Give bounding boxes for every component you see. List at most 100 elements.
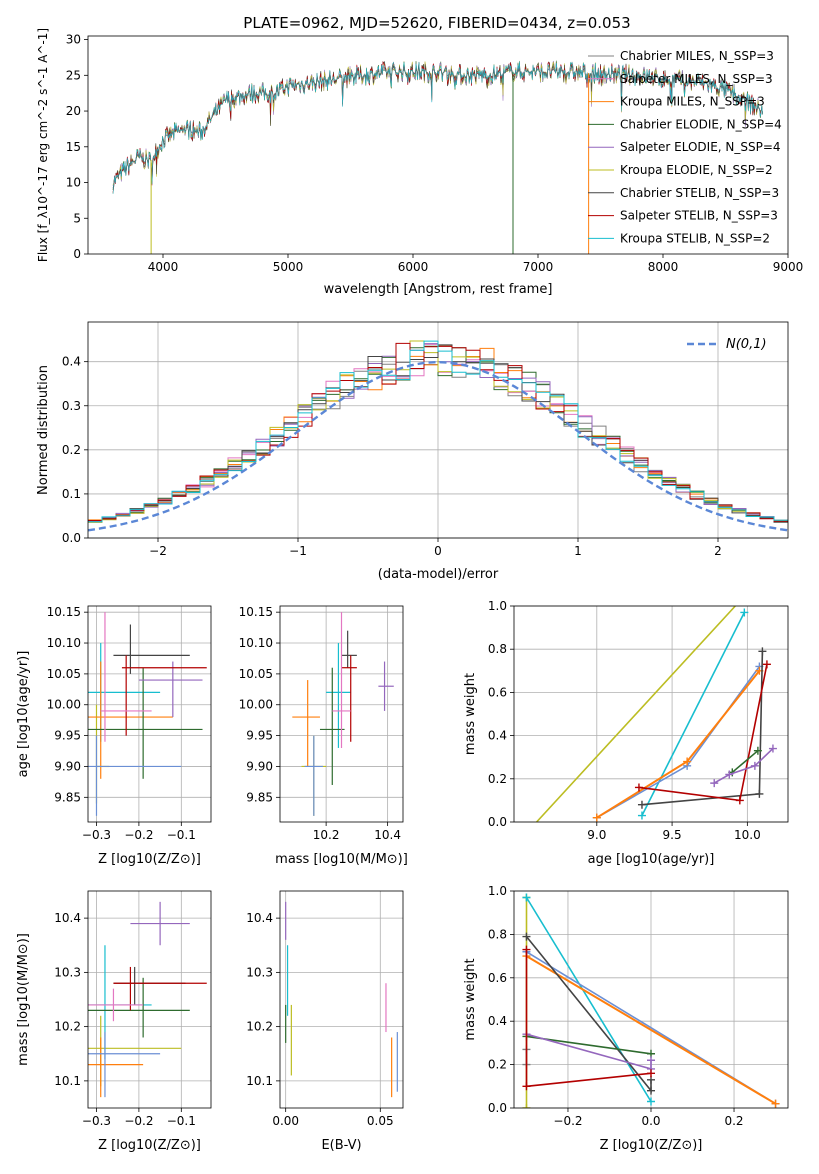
plot-frame [87, 890, 212, 1109]
marker [522, 893, 531, 902]
y-tick-label: 9.95 [246, 729, 273, 743]
mass-weight-line [536, 606, 736, 822]
error-bars [88, 901, 207, 1098]
grid-lines [88, 891, 211, 1108]
y-tick-label: 10.00 [239, 698, 273, 712]
x-tick-label: 0.0 [641, 1114, 660, 1128]
y-tick-label: 1.0 [488, 884, 507, 898]
x-tick-label: 9.0 [587, 828, 606, 842]
y-tick-label: 0.6 [488, 685, 507, 699]
y-tick-label: 10 [66, 176, 81, 190]
y-tick-label: 10.1 [246, 1074, 273, 1088]
marker [592, 813, 601, 822]
spectrum-line-8 [112, 61, 763, 194]
marker [647, 1069, 655, 1078]
spectrum-y-label: Flux [f_λ10^-17 erg cm^-2 s^-1 A^-1] [36, 28, 50, 262]
marker [683, 757, 692, 766]
y-tick-label: 0.2 [488, 772, 507, 786]
y-tick-label: 0.8 [488, 642, 507, 656]
grid-lines [280, 891, 403, 1108]
x-tick-label: 0.00 [272, 1114, 299, 1128]
legend-label: Chabrier ELODIE, N_SSP=4 [620, 117, 782, 131]
y-tick-label: 9.85 [246, 790, 273, 804]
histogram-8 [88, 340, 788, 523]
x-tick-label: −2 [149, 544, 167, 558]
marker [634, 783, 643, 792]
x-tick-label: 9.5 [663, 828, 682, 842]
spectrum-x-label: wavelength [Angstrom, rest frame] [324, 282, 553, 297]
x-tick-label: 10.4 [374, 828, 401, 842]
x-tick-label: 1 [574, 544, 582, 558]
x-tick-label: 7000 [523, 260, 554, 274]
legend-label: Kroupa MILES, N_SSP=3 [620, 95, 765, 109]
x-tick-label: −0.2 [124, 1114, 153, 1128]
marker [740, 608, 749, 617]
legend-label: Chabrier STELIB, N_SSP=3 [620, 186, 779, 200]
y-tick-label: 10.05 [239, 667, 273, 681]
y-tick-label: 5 [73, 211, 81, 225]
x-tick-label: 4000 [148, 260, 179, 274]
y-tick-label: 9.85 [54, 790, 81, 804]
y-tick-label: 10.05 [47, 667, 81, 681]
marker [637, 800, 646, 809]
y-tick-label: 0.0 [62, 531, 81, 545]
legend-label-normal: N(0,1) [726, 337, 767, 352]
plot-frame [279, 890, 404, 1109]
marker [637, 811, 646, 820]
x-tick-label: 2 [714, 544, 722, 558]
plot-frame [513, 605, 789, 823]
y-tick-label: 10.3 [246, 965, 273, 979]
y-tick-label: 10.2 [54, 1020, 81, 1034]
histograms [88, 340, 788, 523]
y-label: age [log10(age/yr)] [16, 651, 31, 778]
marker [725, 770, 734, 779]
spectrum-panel: 4000 5000 6000 7000 8000 9000 0 5 10 15 20 25 30 wave… [36, 28, 803, 297]
y-tick-label: 10.15 [239, 605, 273, 619]
y-tick-label: 0.4 [488, 729, 507, 743]
x-tick-label: −0.2 [553, 1114, 582, 1128]
marker [710, 779, 719, 788]
y-tick-label: 1.0 [488, 599, 507, 613]
y-tick-label: 10.1 [54, 1074, 81, 1088]
legend-label: Salpeter ELODIE, N_SSP=4 [620, 140, 781, 154]
legend-label: Kroupa ELODIE, N_SSP=2 [620, 163, 773, 177]
marker [735, 796, 744, 805]
y-tick-label: 9.90 [54, 759, 81, 773]
error-bars [292, 612, 394, 816]
mass-vs-metallicity-panel: −0.3 −0.2 −0.1 10.1 10.2 10.3 10.4 Z [log10(Z/Z… [16, 890, 212, 1153]
marker [768, 744, 777, 753]
spectrum-title: PLATE=0962, MJD=52620, FIBERID=0434, z=0… [243, 14, 630, 32]
y-tick-label: 9.90 [246, 759, 273, 773]
y-tick-label: 10.10 [239, 636, 273, 650]
legend-label: Salpeter STELIB, N_SSP=3 [620, 209, 778, 223]
residual-histogram-panel: −2 −1 0 1 2 0.0 0.1 0.2 0.3 0.4 N(0,1) (data-model)… [36, 321, 789, 582]
y-tick-label: 10.2 [246, 1020, 273, 1034]
plot-frame [87, 35, 789, 255]
histogram-5 [88, 340, 788, 523]
x-tick-label: 0.05 [367, 1114, 394, 1128]
x-label: age [log10(age/yr)] [588, 852, 715, 867]
y-tick-label: 30 [66, 33, 81, 47]
y-tick-label: 20 [66, 104, 81, 118]
legend-label: Kroupa STELIB, N_SSP=2 [620, 231, 770, 245]
marker [647, 1097, 655, 1106]
y-tick-label: 15 [66, 140, 81, 154]
marker [755, 789, 764, 798]
y-tick-label: 10.4 [246, 911, 273, 925]
x-tick-label: −0.3 [82, 1114, 111, 1128]
y-tick-label: 0.4 [488, 1014, 507, 1028]
x-tick-label: 10.0 [734, 828, 761, 842]
x-tick-label: 10.2 [313, 828, 340, 842]
y-tick-label: 0.1 [62, 487, 81, 501]
y-tick-label: 0.8 [488, 927, 507, 941]
marker [758, 647, 767, 656]
x-tick-label: −0.1 [167, 828, 196, 842]
y-tick-label: 0.2 [62, 443, 81, 457]
marker [762, 660, 771, 669]
y-tick-label: 0.0 [488, 815, 507, 829]
mass-weight-lines [536, 606, 777, 822]
y-label: mass weight [463, 673, 478, 755]
y-tick-label: 10.15 [47, 605, 81, 619]
plot-frame [513, 890, 789, 1109]
